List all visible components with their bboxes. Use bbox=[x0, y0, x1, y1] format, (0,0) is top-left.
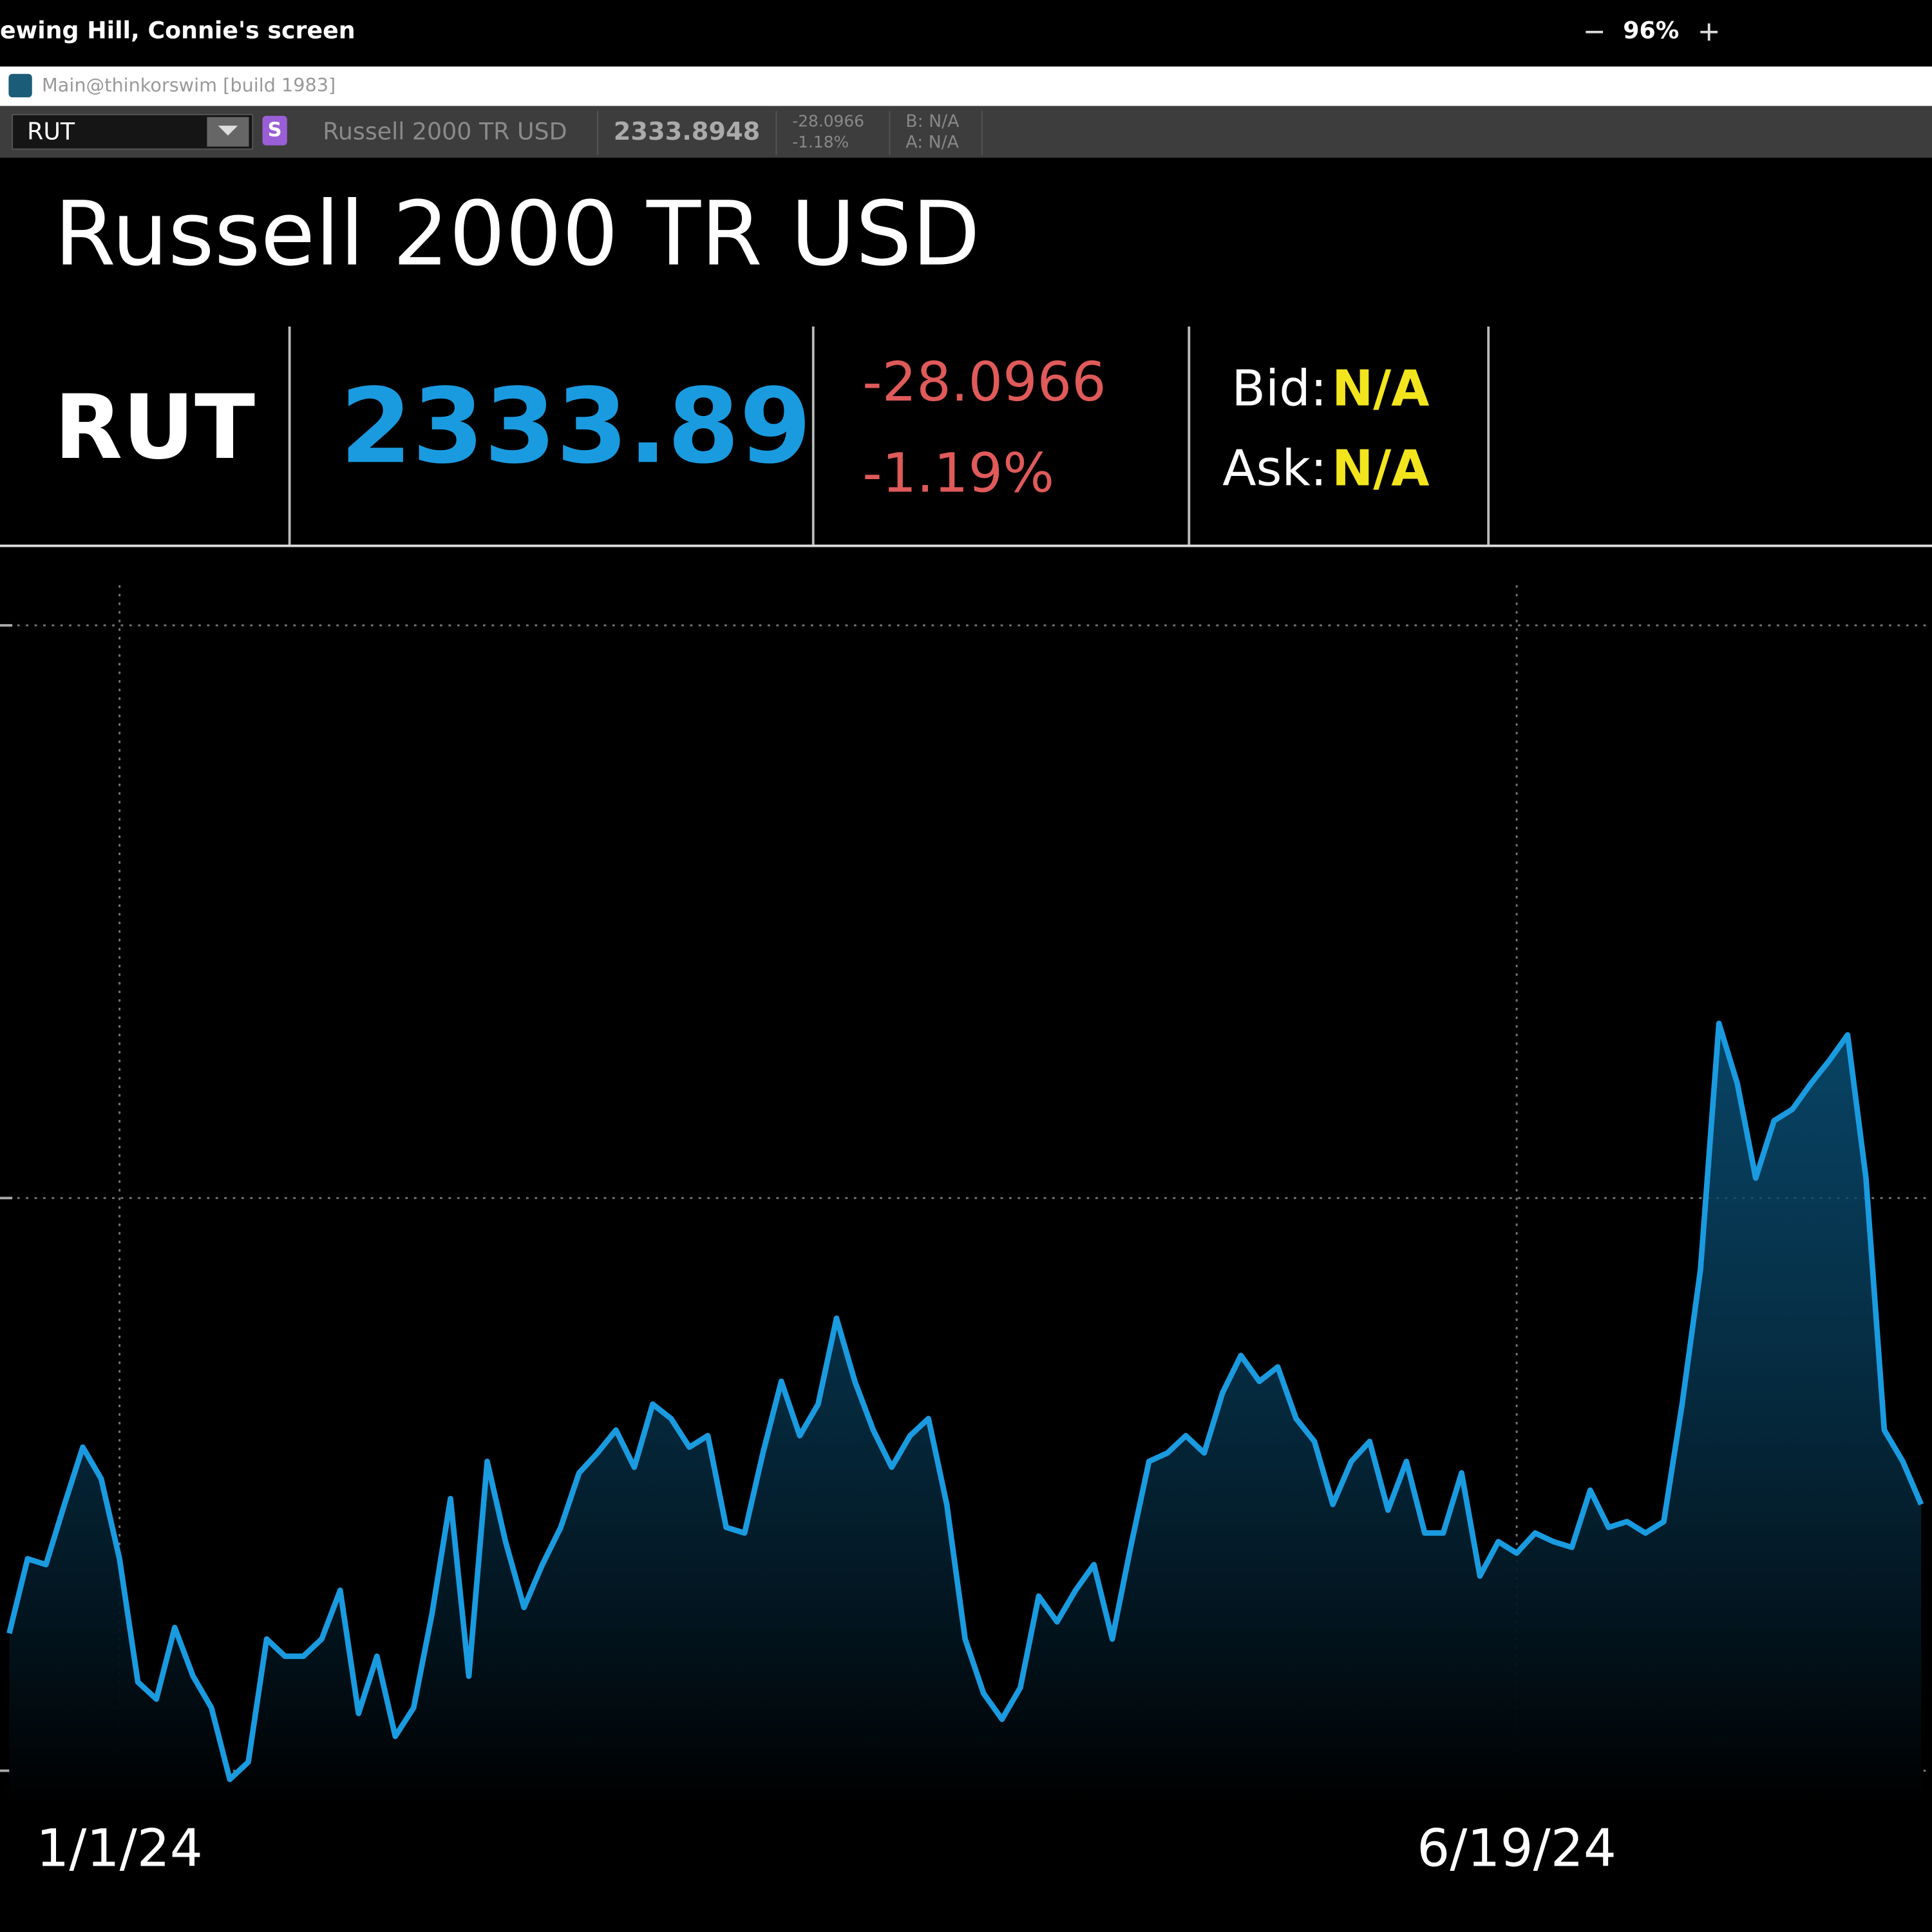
quote-symbol: RUT bbox=[54, 376, 255, 479]
symbol-input: RUT bbox=[27, 118, 75, 146]
toolbar bbox=[0, 106, 1932, 158]
badge[interactable] bbox=[262, 115, 287, 146]
title-bar bbox=[0, 66, 1932, 106]
toolbar-percent: -1.18% bbox=[792, 133, 849, 151]
toolbar-ask: A: N/A bbox=[905, 132, 959, 152]
line bbox=[6, 1020, 1924, 1783]
quote-title: Russell 2000 TR USD bbox=[54, 183, 980, 286]
app-icon bbox=[8, 73, 32, 98]
bid-label: Bid: bbox=[1231, 360, 1327, 417]
x-tick-label: 6/19/24 bbox=[1417, 1818, 1616, 1879]
zoom-in[interactable] bbox=[1700, 23, 1718, 41]
window-title: Main@thinkorswim [build 1983] bbox=[42, 74, 336, 96]
ask-value: N/A bbox=[1332, 440, 1429, 498]
dropdown-arrow bbox=[218, 126, 238, 136]
area bbox=[9, 1023, 1922, 1805]
x-tick-label: 1/1/24 bbox=[36, 1818, 203, 1879]
bid-value: N/A bbox=[1332, 360, 1429, 417]
zoom-level: 96% bbox=[1623, 17, 1679, 44]
toolbar-last: 2333.8948 bbox=[614, 117, 760, 146]
ask-label: Ask: bbox=[1222, 440, 1327, 498]
chart: 1/1/24 6/19/24 bbox=[0, 585, 1932, 1879]
toolbar-description: Russell 2000 TR USD bbox=[323, 118, 567, 146]
toolbar-change: -28.0966 bbox=[792, 111, 864, 130]
toolbar-bid: B: N/A bbox=[905, 111, 960, 131]
quote-change: -28.0966 bbox=[862, 350, 1106, 413]
quote-last: 2333.89 bbox=[340, 366, 811, 486]
quote-percent: -1.19% bbox=[862, 441, 1054, 504]
badge-text: S bbox=[268, 118, 282, 141]
share-caption: ewing Hill, Connie's screen bbox=[0, 17, 355, 44]
